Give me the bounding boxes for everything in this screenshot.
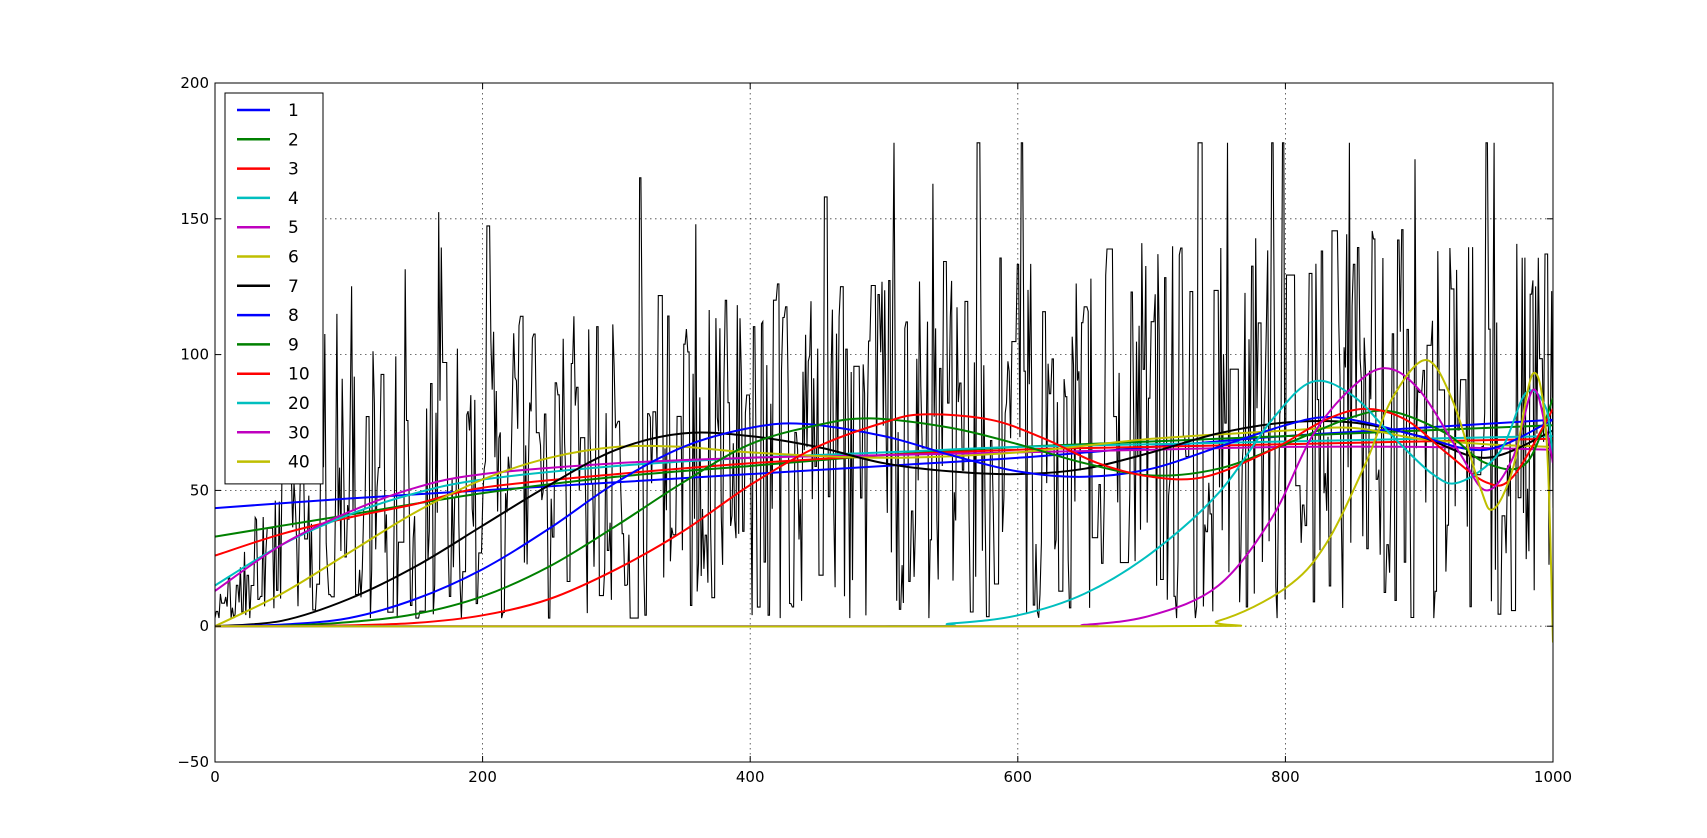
plot-frame bbox=[214, 82, 1554, 763]
raw-signal-line bbox=[215, 142, 1553, 619]
legend-label-7: 7 bbox=[288, 277, 299, 297]
legend-label-30: 30 bbox=[288, 423, 310, 443]
x-tick-label: 600 bbox=[1003, 768, 1032, 786]
legend-label-2: 2 bbox=[288, 130, 299, 150]
legend-label-6: 6 bbox=[288, 248, 299, 268]
legend-box bbox=[224, 92, 324, 485]
legend-label-5: 5 bbox=[288, 218, 299, 238]
y-tick-label: 150 bbox=[180, 210, 209, 228]
legend-label-10: 10 bbox=[288, 365, 310, 385]
x-tick-label: 200 bbox=[468, 768, 497, 786]
series-layer bbox=[215, 358, 1553, 643]
y-tick-label: 100 bbox=[180, 346, 209, 364]
legend-label-20: 20 bbox=[288, 394, 310, 414]
series-line-1 bbox=[215, 418, 1553, 510]
series-line-8 bbox=[215, 416, 1553, 628]
series-line-10 bbox=[215, 407, 1553, 628]
y-tick-label: −50 bbox=[177, 753, 209, 771]
series-line-3 bbox=[215, 437, 1553, 557]
legend-label-40: 40 bbox=[288, 453, 310, 473]
legend-label-4: 4 bbox=[288, 189, 299, 209]
x-tick-label: 1000 bbox=[1534, 768, 1572, 786]
legend-label-8: 8 bbox=[288, 306, 299, 326]
series-line-9 bbox=[215, 397, 1553, 628]
y-tick-label: 50 bbox=[190, 481, 209, 499]
legend-label-1: 1 bbox=[288, 101, 299, 121]
x-tick-label: 800 bbox=[1271, 768, 1300, 786]
series-line-7 bbox=[215, 419, 1553, 628]
x-tick-label: 400 bbox=[736, 768, 765, 786]
y-tick-label: 0 bbox=[199, 617, 209, 635]
x-tick-label: 0 bbox=[210, 768, 220, 786]
series-line-40 bbox=[215, 358, 1553, 643]
legend-label-9: 9 bbox=[288, 335, 299, 355]
y-tick-label: 200 bbox=[180, 74, 209, 92]
legend-label-3: 3 bbox=[288, 160, 299, 180]
legend: 1 2 3 4 5 6 7 8 9 10 20 30 40 bbox=[224, 92, 324, 485]
raw-signal-layer bbox=[215, 142, 1553, 619]
series-line-5 bbox=[215, 445, 1553, 592]
